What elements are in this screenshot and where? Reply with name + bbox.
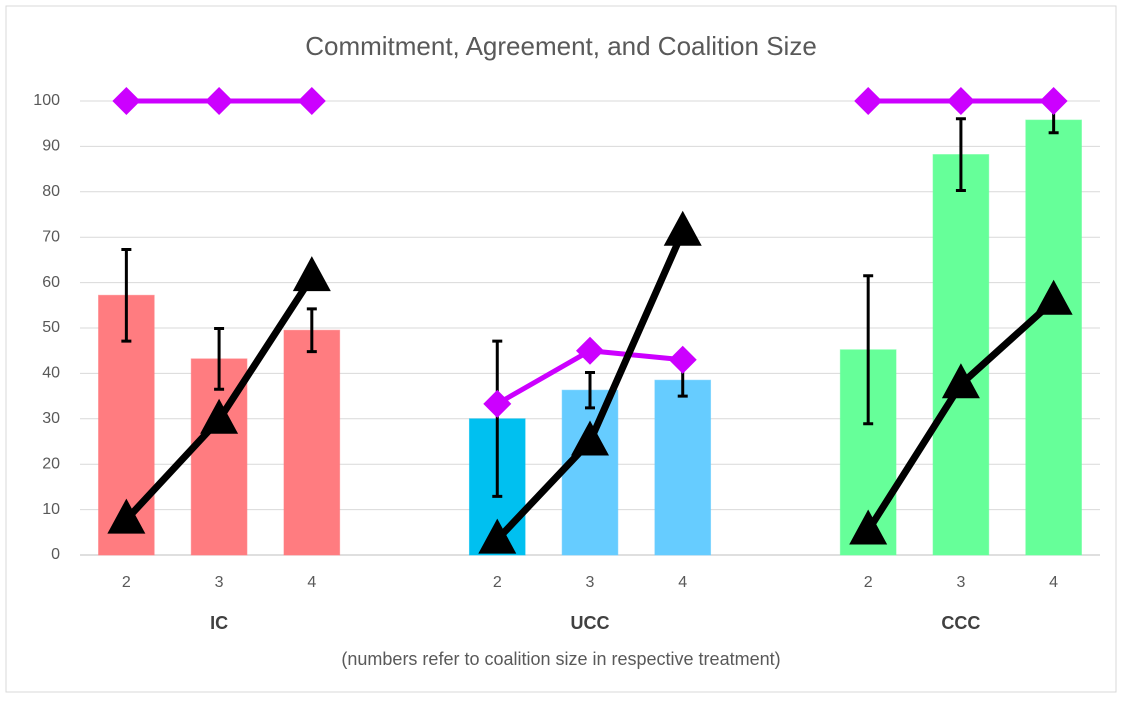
error-bar [121, 247, 132, 343]
marker [571, 420, 609, 456]
bar [654, 379, 712, 556]
y-tick-label: 20 [42, 455, 60, 472]
marker [297, 87, 326, 115]
chart-title: Commitment, Agreement, and Coalition Siz… [305, 31, 817, 61]
error-bar [585, 370, 595, 410]
error-bar [214, 326, 225, 391]
x-tick-label: 4 [678, 574, 687, 591]
marker [668, 345, 697, 374]
marker [112, 87, 141, 115]
marker [854, 87, 883, 115]
bar [283, 329, 341, 556]
marker [849, 509, 888, 545]
x-axis-label: (numbers refer to coalition size in resp… [341, 649, 780, 669]
group-label: UCC [571, 613, 610, 633]
bar [1025, 119, 1082, 556]
x-tick-label: 3 [215, 574, 224, 591]
marker [941, 363, 980, 399]
group-label: IC [210, 613, 228, 633]
x-tick-label: 2 [493, 574, 502, 591]
y-tick-label: 40 [42, 365, 60, 382]
y-tick-label: 90 [42, 138, 60, 155]
x-tick-label: 3 [586, 574, 595, 591]
x-tick-label: 4 [307, 574, 316, 591]
marker [483, 389, 512, 418]
x-tick-label: 2 [122, 574, 131, 591]
y-tick-label: 70 [42, 228, 60, 245]
y-tick-label: 80 [42, 183, 60, 200]
marker [576, 336, 604, 365]
bar [561, 389, 619, 556]
error-bar [955, 117, 966, 192]
x-tick-label: 4 [1049, 574, 1058, 591]
marker [292, 256, 331, 292]
group-label: CCC [941, 613, 980, 633]
y-tick-label: 30 [42, 410, 60, 427]
marker [1039, 87, 1068, 115]
marker [946, 87, 975, 115]
y-tick-label: 100 [33, 92, 60, 109]
chart-frame [5, 5, 1117, 693]
error-bar [863, 274, 874, 426]
y-tick-label: 10 [42, 501, 60, 518]
y-tick-label: 60 [42, 274, 60, 291]
x-tick-label: 3 [956, 574, 965, 591]
y-tick-label: 0 [51, 546, 60, 563]
marker [1034, 279, 1073, 315]
error-bar [306, 307, 317, 354]
marker [107, 498, 146, 534]
y-tick-label: 50 [42, 319, 60, 336]
bar [932, 154, 990, 556]
marker [200, 398, 239, 434]
error-bar [492, 339, 503, 498]
x-tick-label: 2 [864, 574, 873, 591]
marker [205, 87, 234, 115]
marker [663, 210, 702, 246]
marker [478, 518, 517, 554]
